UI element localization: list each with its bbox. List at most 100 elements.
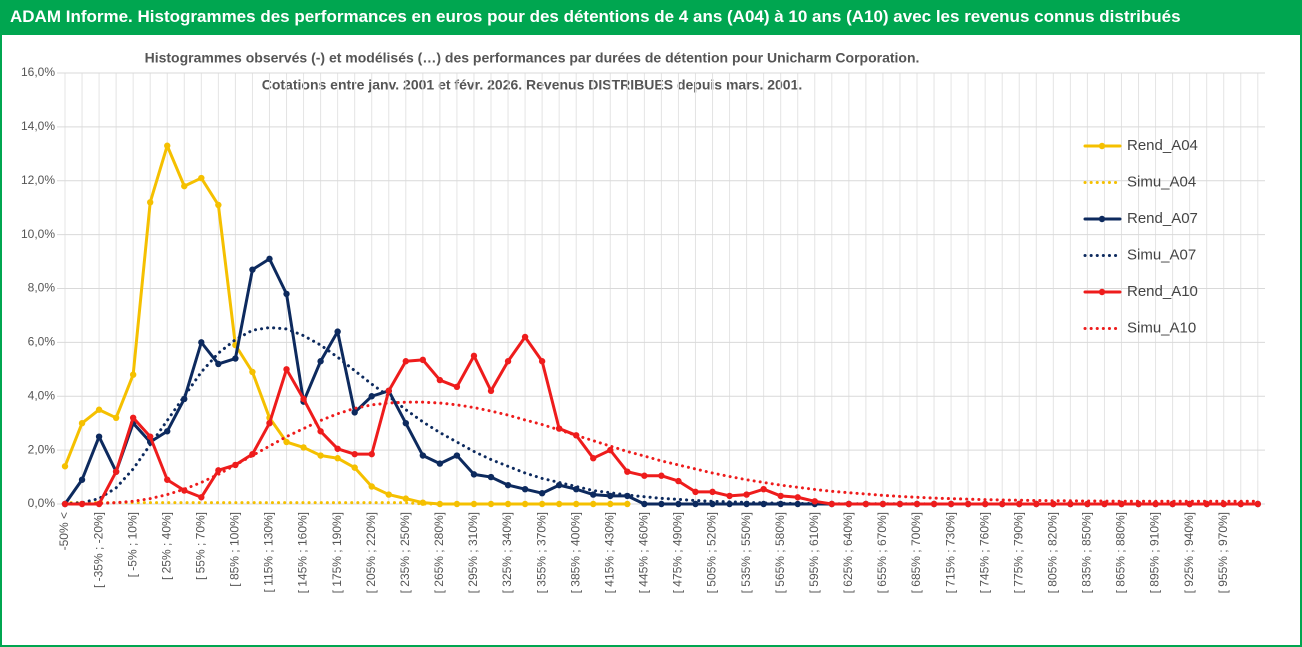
point bbox=[266, 419, 273, 427]
point bbox=[692, 488, 699, 496]
point bbox=[828, 500, 835, 508]
x-tick-label: [ 685% ; 700%] bbox=[909, 512, 923, 593]
point bbox=[112, 414, 120, 421]
point bbox=[590, 500, 597, 508]
y-tick-label: 0,0% bbox=[28, 496, 56, 510]
y-tick-label: 14,0% bbox=[21, 119, 55, 133]
x-tick-label: [ 625% ; 640%] bbox=[841, 512, 855, 593]
x-tick-label: [ 205% ; 220%] bbox=[364, 512, 378, 593]
x-tick-label: [ 115% ; 130%] bbox=[262, 512, 276, 593]
x-tick-label: [ 775% ; 790%] bbox=[1011, 512, 1025, 593]
legend-label: Rend_A07 bbox=[1127, 210, 1198, 227]
legend-marker bbox=[1098, 215, 1106, 223]
point bbox=[521, 333, 529, 341]
point bbox=[1254, 500, 1262, 508]
point bbox=[658, 500, 665, 508]
point bbox=[947, 500, 955, 508]
point bbox=[95, 433, 103, 440]
x-tick-label: [ 925% ; 940%] bbox=[1182, 512, 1196, 593]
x-tick-label: [ 475% ; 490%] bbox=[671, 512, 685, 593]
x-tick-label: [ 535% ; 550%] bbox=[739, 512, 753, 593]
point bbox=[198, 174, 205, 182]
y-tick-label: 2,0% bbox=[28, 442, 56, 456]
model-line bbox=[63, 400, 1260, 506]
point bbox=[607, 492, 614, 500]
point bbox=[215, 201, 222, 209]
point bbox=[777, 492, 784, 500]
point bbox=[317, 428, 324, 435]
x-tick-label: [ 445% ; 460%] bbox=[637, 512, 651, 593]
point bbox=[964, 500, 972, 508]
point bbox=[709, 488, 716, 496]
legend-label: Simu_A04 bbox=[1127, 173, 1196, 190]
point bbox=[436, 500, 444, 508]
point bbox=[402, 419, 409, 427]
point bbox=[78, 419, 86, 427]
x-tick-label: [ 505% ; 520%] bbox=[705, 512, 719, 593]
point bbox=[368, 393, 375, 400]
x-tick-label: [ 835% ; 850%] bbox=[1080, 512, 1094, 593]
point bbox=[129, 371, 137, 378]
x-tick-label: [ 805% ; 820%] bbox=[1045, 512, 1059, 593]
point bbox=[436, 460, 444, 467]
point bbox=[590, 455, 597, 462]
point bbox=[164, 142, 171, 149]
x-tick-label: [ 895% ; 910%] bbox=[1148, 512, 1162, 593]
point bbox=[930, 500, 938, 508]
point bbox=[61, 463, 69, 470]
x-tick-label: [ 655% ; 670%] bbox=[875, 512, 889, 593]
point bbox=[198, 494, 205, 501]
point bbox=[368, 483, 375, 490]
legend-label: Simu_A10 bbox=[1127, 319, 1196, 336]
point bbox=[675, 500, 682, 508]
point bbox=[317, 358, 324, 365]
point bbox=[487, 473, 495, 481]
x-tick-label: [ 265% ; 280%] bbox=[432, 512, 446, 593]
chart-title: Histogrammes observés (-) et modélisés (… bbox=[145, 50, 920, 66]
point bbox=[743, 491, 750, 498]
point bbox=[641, 472, 648, 479]
point bbox=[334, 455, 341, 462]
x-tick-label: [ 175% ; 190%] bbox=[330, 512, 344, 593]
point bbox=[913, 500, 921, 508]
point bbox=[215, 467, 222, 474]
point bbox=[147, 199, 154, 206]
point bbox=[402, 358, 409, 365]
legend-label: Rend_A10 bbox=[1127, 283, 1198, 300]
point bbox=[453, 452, 461, 459]
model-line bbox=[63, 501, 629, 506]
point bbox=[1067, 500, 1074, 508]
point bbox=[607, 500, 614, 508]
point bbox=[164, 476, 171, 483]
point bbox=[95, 406, 103, 413]
x-tick-label: [ 415% ; 430%] bbox=[602, 512, 616, 593]
x-tick-label: [ 145% ; 160%] bbox=[296, 512, 310, 593]
point bbox=[112, 468, 120, 475]
point bbox=[470, 471, 478, 478]
point bbox=[981, 500, 989, 508]
point bbox=[862, 500, 870, 508]
point bbox=[811, 498, 818, 505]
point bbox=[896, 500, 904, 508]
point bbox=[164, 428, 171, 435]
point bbox=[351, 464, 358, 471]
legend-marker bbox=[1098, 288, 1106, 296]
point bbox=[402, 495, 409, 502]
x-tick-label: [ 25% ; 40%] bbox=[159, 512, 173, 580]
banner: ADAM Informe. Histogrammes des performan… bbox=[0, 0, 1302, 34]
point bbox=[453, 383, 461, 391]
point bbox=[266, 255, 273, 263]
x-tick-label: [ 595% ; 610%] bbox=[807, 512, 821, 593]
x-tick-label: [ 85% ; 100%] bbox=[228, 512, 242, 587]
x-tick-label: [ 295% ; 310%] bbox=[466, 512, 480, 593]
x-tick-label: [ 745% ; 760%] bbox=[977, 512, 991, 593]
point bbox=[760, 485, 767, 493]
point bbox=[78, 476, 86, 483]
point bbox=[147, 433, 154, 440]
point bbox=[521, 485, 529, 493]
point bbox=[334, 445, 341, 452]
point bbox=[1186, 500, 1193, 508]
point bbox=[283, 438, 290, 446]
x-tick-label: [ 565% ; 580%] bbox=[773, 512, 787, 593]
